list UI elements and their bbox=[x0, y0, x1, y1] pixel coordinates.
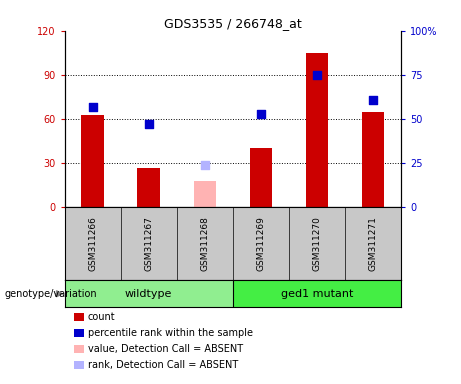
Text: GSM311269: GSM311269 bbox=[256, 217, 266, 271]
Text: count: count bbox=[88, 312, 115, 322]
Bar bbox=[82, 114, 104, 207]
Point bbox=[145, 121, 152, 127]
Text: GSM311267: GSM311267 bbox=[144, 217, 153, 271]
Text: percentile rank within the sample: percentile rank within the sample bbox=[88, 328, 253, 338]
Point bbox=[257, 111, 265, 117]
Bar bbox=[65, 280, 233, 307]
Bar bbox=[306, 53, 328, 207]
Text: rank, Detection Call = ABSENT: rank, Detection Call = ABSENT bbox=[88, 360, 238, 370]
Bar bbox=[362, 112, 384, 207]
Text: wildtype: wildtype bbox=[125, 289, 172, 299]
Point bbox=[89, 104, 96, 110]
Text: GSM311266: GSM311266 bbox=[88, 217, 97, 271]
Bar bbox=[137, 167, 160, 207]
Bar bbox=[250, 149, 272, 207]
Bar bbox=[233, 280, 401, 307]
Bar bbox=[194, 181, 216, 207]
Point bbox=[201, 162, 208, 168]
Text: ged1 mutant: ged1 mutant bbox=[281, 289, 353, 299]
Text: value, Detection Call = ABSENT: value, Detection Call = ABSENT bbox=[88, 344, 242, 354]
Title: GDS3535 / 266748_at: GDS3535 / 266748_at bbox=[164, 17, 301, 30]
Point bbox=[313, 72, 321, 78]
Point bbox=[369, 96, 377, 103]
Text: GSM311268: GSM311268 bbox=[200, 217, 209, 271]
Text: GSM311270: GSM311270 bbox=[313, 217, 321, 271]
Text: GSM311271: GSM311271 bbox=[368, 217, 378, 271]
Text: genotype/variation: genotype/variation bbox=[5, 289, 97, 299]
